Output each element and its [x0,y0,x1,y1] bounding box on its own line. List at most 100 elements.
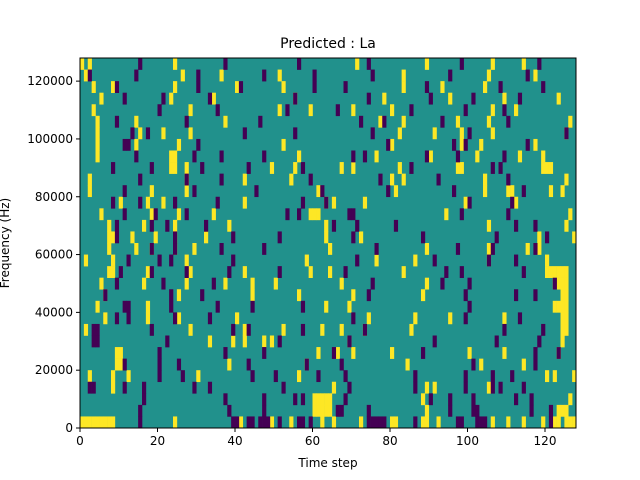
heatmap-cell-low [502,323,507,336]
heatmap-cell-low [459,266,464,278]
heatmap-cell-low [428,393,433,406]
heatmap-cell-low [207,381,213,394]
heatmap-cell-low [285,208,290,221]
heatmap-cell-high [331,381,337,394]
heatmap-cell-high [401,69,406,82]
heatmap-cell-low [548,416,554,429]
heatmap-cell-low [262,69,267,82]
heatmap-cell-low [510,196,515,209]
x-axis-label: Time step [297,456,357,470]
heatmap-cell-low [517,312,523,325]
heatmap-cell-high [564,416,569,429]
heatmap-cell-high [269,416,275,429]
heatmap-cell-high [390,173,395,186]
heatmap-cell-low [211,277,216,290]
heatmap-cell-high [231,335,236,348]
heatmap-cell-low [351,231,356,244]
heatmap-cell-high [378,115,383,128]
heatmap-cell-high [351,162,356,174]
heatmap-cell-low [506,208,511,221]
heatmap-cell-high [541,162,546,174]
heatmap-cell-high [359,231,364,244]
heatmap-cell-high [138,127,143,140]
heatmap-cell-low [448,69,453,82]
heatmap-cell-low [126,254,131,267]
heatmap-cell-high [312,404,317,417]
heatmap-cell-high [521,358,526,371]
heatmap-cell-high [211,208,216,221]
heatmap-cell-low [138,404,143,417]
heatmap-cell-high [405,358,410,371]
heatmap-cell-low [111,162,116,174]
heatmap-cell-low [293,393,298,406]
heatmap-cell-low [409,104,414,117]
heatmap-cell-high [393,185,399,198]
heatmap-cell-high [560,300,565,313]
heatmap-cell-low [533,358,538,371]
heatmap-cell-high [145,300,151,313]
heatmap-cell-low [335,104,340,117]
heatmap-cell-high [421,289,426,302]
heatmap-cell-low [281,381,286,394]
heatmap-cell-low [436,173,441,186]
heatmap-cell-high [111,81,116,93]
heatmap-cell-low [262,393,267,406]
heatmap-cell-low [386,185,391,198]
heatmap-cell-low [378,173,383,186]
heatmap-cell-low [362,323,368,336]
heatmap-cell-high [320,393,325,406]
heatmap-cell-high [235,312,240,325]
heatmap-cell-low [521,381,526,394]
heatmap-cell-high [479,358,484,371]
heatmap-cell-low [157,370,162,383]
plot-frame [79,57,577,429]
heatmap-cell-high [180,69,185,82]
heatmap-cell-high [99,416,104,429]
heatmap-cell-low [122,92,127,105]
heatmap-cell-low [382,115,387,128]
heatmap-cell-high [281,81,286,93]
heatmap-cell-high [436,416,441,429]
heatmap-cell-high [219,69,224,82]
heatmap-cell-high [440,81,445,93]
heatmap-cell-low [114,231,120,244]
heatmap-cell-low [502,150,507,163]
heatmap-cell-low [471,393,476,406]
heatmap-cell-low [219,150,224,163]
heatmap-cell-low [521,185,526,198]
heatmap-cell-high [393,416,399,429]
heatmap-cell-low [463,289,468,302]
heatmap-cell-low [242,127,247,140]
heatmap-cell-high [556,266,561,278]
heatmap-cell-high [289,416,294,429]
heatmap-cell-high [204,231,209,244]
heatmap-cell-high [548,185,554,198]
heatmap-cell-low [463,138,468,151]
heatmap-cell-low [246,358,251,371]
heatmap-cell-high [506,416,511,429]
heatmap-cell-high [250,277,255,290]
heatmap-cell-high [432,127,437,140]
heatmap-cell-high [486,381,492,394]
heatmap-cell-low [471,358,476,371]
heatmap-cell-low [250,416,255,429]
heatmap-cell-high [490,416,495,429]
heatmap-cell-low [207,312,213,325]
heatmap-cell-high [173,416,178,429]
heatmap-cell-low [122,358,127,371]
heatmap-cell-high [459,162,464,174]
heatmap-cell-low [300,196,306,209]
heatmap-cell-low [343,81,348,93]
heatmap-cell-low [223,393,228,406]
heatmap-cell-low [506,173,511,186]
heatmap-cell-low [366,416,371,429]
heatmap-cell-high [173,150,178,163]
heatmap-cell-low [231,323,236,336]
heatmap-cell-low [300,323,306,336]
heatmap-cell-low [467,300,472,313]
heatmap-cell-low [428,92,433,105]
heatmap-cell-low [386,138,391,151]
heatmap-cell-high [118,196,123,209]
heatmap-cell-high [134,243,139,255]
